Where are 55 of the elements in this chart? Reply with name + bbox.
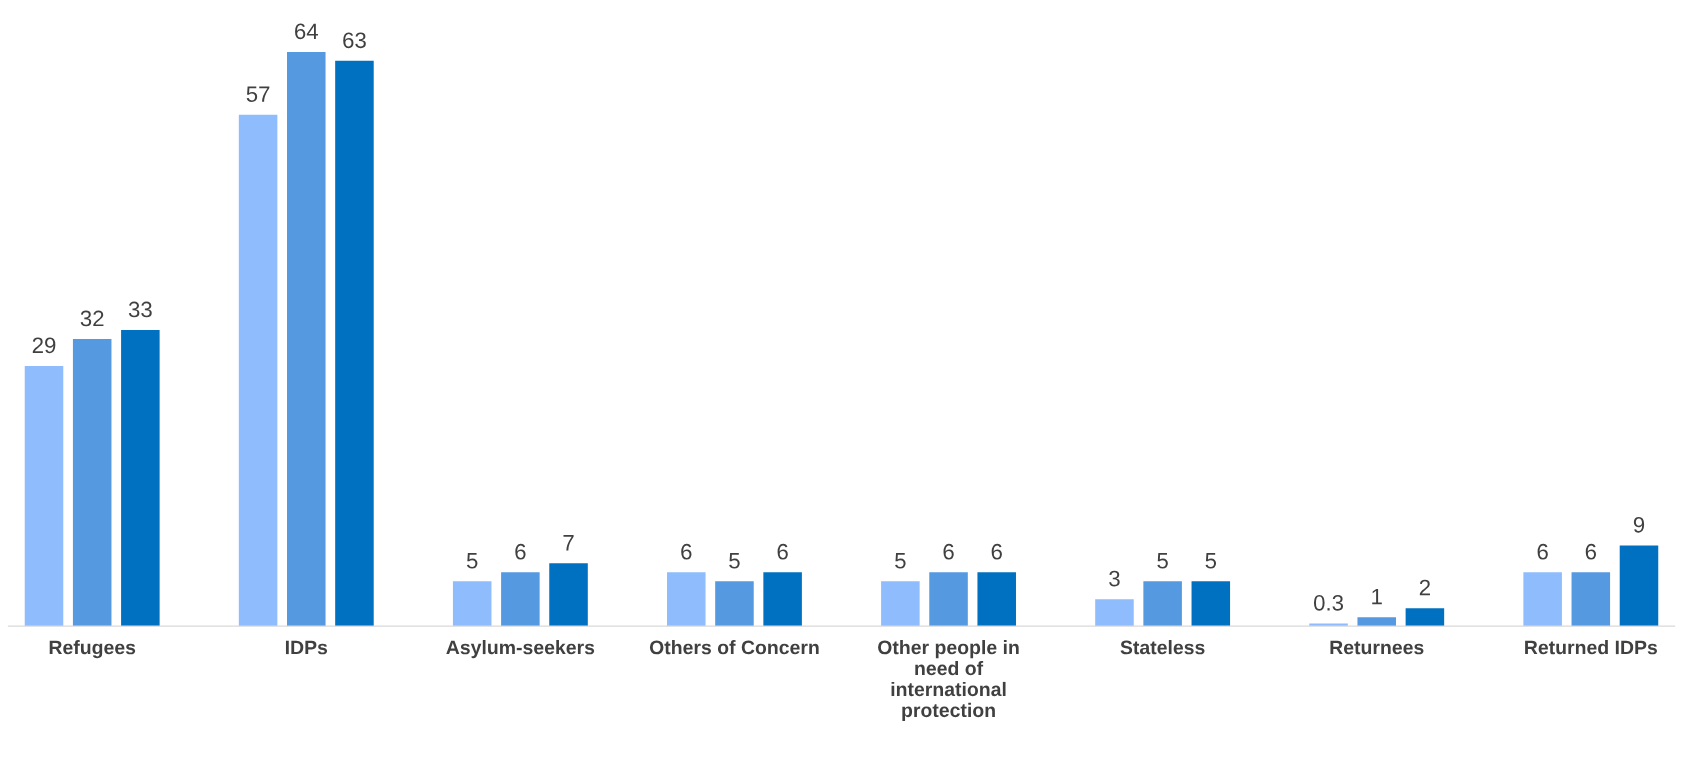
- data-label: 63: [343, 32, 366, 49]
- bar: [763, 572, 802, 627]
- bar: [667, 572, 706, 627]
- bar: [1143, 581, 1182, 627]
- data-label: 57: [246, 86, 270, 102]
- bar: [1191, 581, 1231, 627]
- bar: [452, 581, 492, 627]
- data-label: 6: [1585, 543, 1597, 560]
- data-label: 6: [681, 543, 692, 560]
- x-tick-label: Other people in need of international protection: [878, 640, 1019, 721]
- bar: [1571, 572, 1611, 627]
- x-tick-label: IDPs: [285, 640, 328, 655]
- bar: [238, 114, 278, 627]
- bar: [1357, 617, 1396, 627]
- data-label: 32: [80, 310, 104, 327]
- data-label: 29: [32, 337, 56, 354]
- x-tick-label: Others of Concern: [649, 640, 819, 655]
- bar: [335, 60, 374, 627]
- bar: [929, 572, 968, 627]
- data-label: 6: [777, 543, 788, 560]
- bar: [1095, 599, 1134, 627]
- data-label: 3: [1109, 570, 1120, 587]
- bar: [24, 365, 64, 627]
- bar: [121, 330, 160, 627]
- data-label: 7: [563, 535, 574, 551]
- data-label: 2: [1419, 579, 1430, 596]
- data-label: 5: [729, 553, 740, 569]
- bar: [881, 581, 920, 627]
- bar: [977, 572, 1016, 627]
- bar: [287, 51, 326, 627]
- data-label: 1: [1372, 588, 1382, 605]
- x-tick-label: Returned IDPs: [1525, 640, 1658, 655]
- data-label: 33: [128, 301, 152, 318]
- x-tick-label: Returnees: [1330, 640, 1424, 655]
- data-label: 0.3: [1313, 594, 1344, 611]
- bar: [1619, 545, 1659, 627]
- data-label: 5: [1157, 553, 1168, 569]
- x-tick-label: Stateless: [1120, 640, 1205, 655]
- bar: [549, 563, 588, 627]
- data-label: 6: [943, 543, 954, 560]
- data-label: 5: [895, 553, 906, 569]
- x-tick-label: Asylum-seekers: [446, 640, 595, 659]
- data-label: 6: [515, 543, 526, 560]
- x-tick-label: Refugees: [49, 640, 136, 659]
- data-label: 5: [466, 553, 478, 569]
- bar: [715, 581, 754, 627]
- bar: [501, 572, 540, 627]
- bar: [72, 339, 112, 627]
- bar: [1405, 608, 1445, 627]
- data-label: 6: [991, 543, 1002, 560]
- data-label: 64: [295, 23, 318, 40]
- data-label: 5: [1205, 553, 1217, 569]
- data-label: 9: [1633, 516, 1645, 533]
- data-label: 6: [1537, 543, 1548, 560]
- bar: [1523, 572, 1562, 627]
